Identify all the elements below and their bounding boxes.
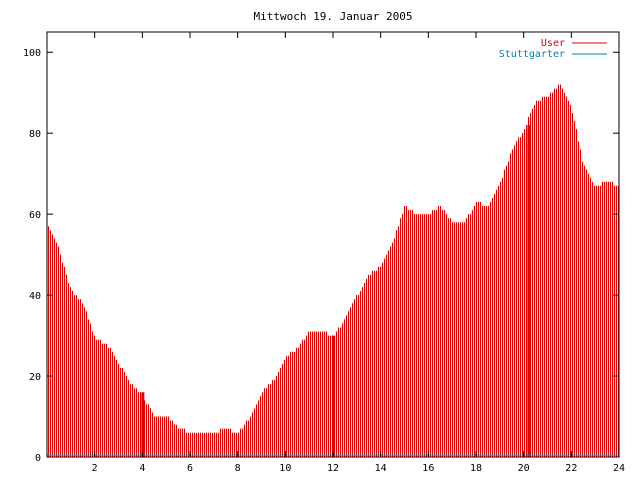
user-highlight-bar	[332, 335, 335, 457]
x-tick-label: 22	[565, 463, 577, 474]
y-tick-label: 80	[29, 129, 41, 140]
x-tick-label: 24	[613, 463, 625, 474]
legend-label-stuttgarter: Stuttgarter	[499, 49, 565, 60]
x-tick-label: 20	[518, 463, 530, 474]
y-tick-label: 40	[29, 291, 41, 302]
x-tick-label: 12	[327, 463, 339, 474]
x-tick-label: 16	[422, 463, 434, 474]
user-highlight-bar	[527, 125, 531, 457]
x-tick-label: 6	[187, 463, 193, 474]
x-tick-label: 2	[92, 463, 98, 474]
x-tick-label: 14	[375, 463, 387, 474]
y-tick-label: 100	[23, 48, 41, 59]
x-tick-label: 4	[139, 463, 145, 474]
x-tick-label: 10	[279, 463, 291, 474]
bars-group	[47, 84, 619, 457]
x-tick-label: 8	[235, 463, 241, 474]
y-tick-label: 0	[35, 453, 41, 464]
legend: User Stuttgarter	[499, 38, 607, 60]
x-tick-label: 18	[470, 463, 482, 474]
legend-label-user: User	[541, 38, 565, 49]
y-tick-label: 20	[29, 372, 41, 383]
chart-title: Mittwoch 19. Januar 2005	[254, 10, 413, 23]
y-tick-label: 60	[29, 210, 41, 221]
user-highlight-bar	[141, 392, 145, 457]
